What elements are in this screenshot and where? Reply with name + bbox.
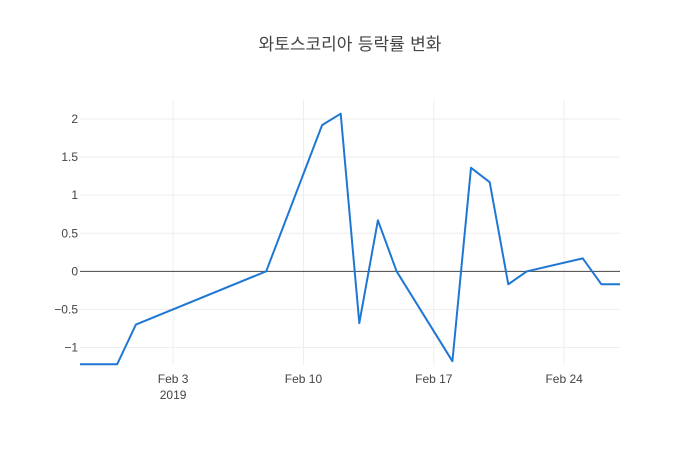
y-tick-label: −0.5	[54, 302, 78, 316]
chart-title: 와토스코리아 등락률 변화	[259, 35, 442, 55]
y-tick-label: 0	[71, 264, 78, 278]
x-axis-year-label: 2019	[160, 388, 187, 402]
y-tick-label: 1.5	[61, 150, 78, 164]
y-gridlines	[80, 118, 620, 348]
series-layer	[80, 112, 620, 366]
y-axis-tick-labels: −1 −0.5 0 0.5 1 1.5 2	[54, 112, 78, 354]
x-axis-tick-labels: Feb 3 Feb 10 Feb 17 Feb 24	[158, 372, 583, 386]
y-tick-label: 0.5	[61, 226, 78, 240]
y-tick-label: 1	[71, 188, 78, 202]
x-tick-label: Feb 3	[158, 372, 189, 386]
x-tick-label: Feb 17	[415, 372, 453, 386]
y-tick-label: 2	[71, 112, 78, 126]
series-line	[80, 112, 620, 366]
x-tick-label: Feb 24	[545, 372, 583, 386]
x-tick-label: Feb 10	[285, 372, 323, 386]
y-tick-label: −1	[64, 340, 78, 354]
x-gridlines	[172, 100, 565, 365]
